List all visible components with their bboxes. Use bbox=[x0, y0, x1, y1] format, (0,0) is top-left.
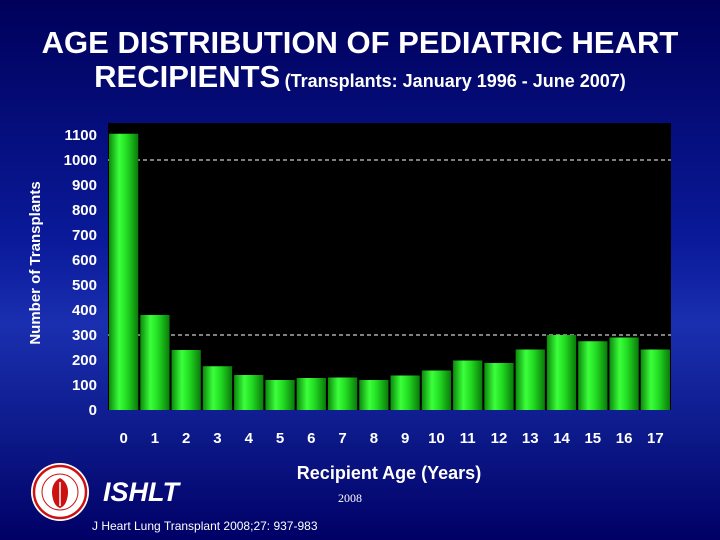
bar-age-12 bbox=[484, 363, 514, 410]
x-tick-label: 12 bbox=[491, 430, 508, 447]
x-tick-label: 7 bbox=[338, 430, 346, 447]
chart-title: AGE DISTRIBUTION OF PEDIATRIC HEART RECI… bbox=[0, 26, 720, 100]
y-tick-label: 800 bbox=[72, 202, 97, 219]
bar-age-2 bbox=[171, 350, 201, 410]
x-tick-label: 8 bbox=[370, 430, 378, 447]
y-tick-label: 500 bbox=[72, 277, 97, 294]
bar-age-13 bbox=[515, 349, 545, 410]
y-tick-label: 1000 bbox=[64, 152, 97, 169]
x-tick-label: 11 bbox=[460, 430, 476, 447]
bar-age-16 bbox=[609, 337, 639, 410]
x-tick-label: 10 bbox=[428, 430, 445, 447]
y-tick-label: 400 bbox=[72, 302, 97, 319]
x-tick-label: 6 bbox=[307, 430, 315, 447]
y-tick-label: 600 bbox=[72, 252, 97, 269]
chart-title-line-2: RECIPIENTS bbox=[94, 59, 281, 94]
bar-age-9 bbox=[390, 375, 420, 410]
x-tick-label: 16 bbox=[616, 430, 633, 447]
bar-age-4 bbox=[234, 375, 264, 410]
chart-title-line-1: AGE DISTRIBUTION OF PEDIATRIC HEART bbox=[41, 25, 679, 60]
plot-area bbox=[108, 123, 671, 410]
x-tick-label: 17 bbox=[647, 430, 664, 447]
bar-age-3 bbox=[202, 366, 233, 410]
y-tick-label: 100 bbox=[72, 377, 97, 394]
x-tick-label: 15 bbox=[584, 430, 601, 447]
organization-name: ISHLT bbox=[103, 477, 179, 507]
x-tick-label: 3 bbox=[213, 430, 221, 447]
y-tick-label: 200 bbox=[72, 352, 97, 369]
x-tick-label: 0 bbox=[119, 430, 127, 447]
bar-age-5 bbox=[265, 380, 295, 410]
x-tick-label: 13 bbox=[522, 430, 539, 447]
y-axis-label: Number of Transplants bbox=[27, 181, 44, 344]
y-tick-label: 0 bbox=[89, 402, 97, 419]
bar-age-17 bbox=[640, 349, 670, 410]
bar-age-7 bbox=[327, 377, 358, 410]
bar-age-15 bbox=[578, 341, 608, 410]
x-tick-label: 5 bbox=[276, 430, 284, 447]
bar-age-8 bbox=[359, 380, 389, 410]
y-tick-label: 300 bbox=[72, 327, 97, 344]
y-tick-label: 900 bbox=[72, 177, 97, 194]
y-tick-label: 700 bbox=[72, 227, 97, 244]
bar-age-14 bbox=[546, 335, 577, 410]
chart-subtitle: (Transplants: January 1996 - June 2007) bbox=[284, 71, 626, 91]
bar-age-0 bbox=[109, 133, 139, 410]
y-tick-label: 1100 bbox=[64, 127, 97, 144]
bar-age-6 bbox=[296, 378, 326, 410]
x-axis-label: Recipient Age (Years) bbox=[297, 463, 481, 483]
ishlt-seal-logo bbox=[31, 463, 89, 521]
x-tick-label: 2 bbox=[182, 430, 190, 447]
x-tick-label: 1 bbox=[151, 430, 159, 447]
bar-age-10 bbox=[421, 370, 452, 410]
publication-year: 2008 bbox=[338, 491, 362, 505]
bar-age-11 bbox=[453, 360, 483, 410]
citation: J Heart Lung Transplant 2008;27: 937-983 bbox=[92, 519, 318, 533]
x-tick-label: 4 bbox=[245, 430, 254, 447]
x-tick-label: 9 bbox=[401, 430, 409, 447]
bar-age-1 bbox=[140, 315, 170, 410]
x-tick-label: 14 bbox=[553, 430, 570, 447]
